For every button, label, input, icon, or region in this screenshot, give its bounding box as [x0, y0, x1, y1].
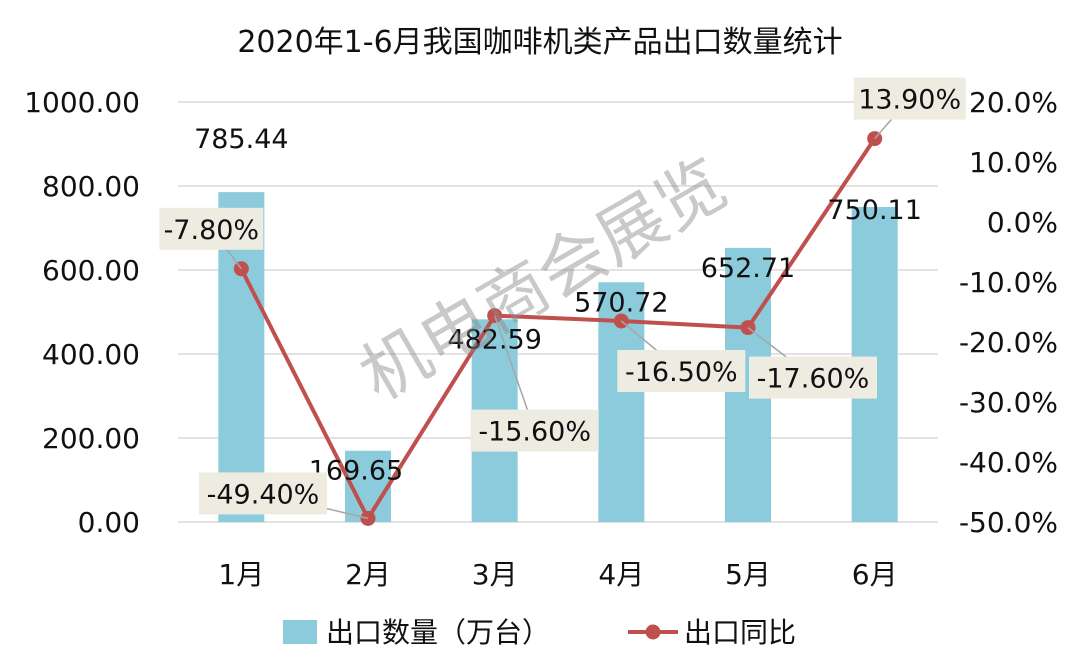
- right-tick-label: -30.0%: [959, 386, 1058, 419]
- category-label: 6月: [852, 558, 898, 591]
- pct-value-label: -49.40%: [207, 479, 320, 510]
- left-axis: 0.00 200.00 400.00 600.00 800.00 1000.00: [24, 86, 140, 539]
- legend-line-label: 出口同比: [684, 616, 796, 649]
- pct-label-box: [749, 356, 877, 399]
- right-tick-label: 0.0%: [987, 206, 1058, 239]
- legend: 出口数量（万台） 出口同比: [283, 616, 796, 649]
- right-tick-label: 20.0%: [969, 86, 1058, 119]
- pct-label-box: [159, 207, 264, 250]
- category-label: 5月: [725, 558, 771, 591]
- data-labels: 785.44169.65482.59570.72652.71750.11-7.8…: [159, 77, 966, 520]
- left-tick-label: 600.00: [42, 254, 140, 287]
- category-label: 3月: [472, 558, 518, 591]
- line-path: [239, 137, 877, 521]
- left-tick-label: 400.00: [42, 338, 140, 371]
- right-tick-label: -20.0%: [959, 326, 1058, 359]
- bar-value-label: 482.59: [447, 324, 541, 355]
- pct-value-label: 13.90%: [858, 85, 961, 116]
- chart-title: 2020年1-6月我国咖啡机类产品出口数量统计: [237, 25, 842, 60]
- left-tick-label: 0.00: [78, 506, 140, 539]
- category-label: 4月: [598, 558, 644, 591]
- right-tick-label: -50.0%: [959, 506, 1058, 539]
- category-axis: 1月 2月 3月 4月 5月 6月: [218, 558, 897, 591]
- bar-value-label: 570.72: [574, 287, 668, 318]
- pct-value-label: -15.60%: [478, 417, 591, 448]
- category-label: 1月: [218, 558, 264, 591]
- legend-line-marker: [645, 624, 661, 640]
- left-tick-label: 800.00: [42, 170, 140, 203]
- right-tick-label: -40.0%: [959, 446, 1058, 479]
- right-tick-label: -10.0%: [959, 266, 1058, 299]
- legend-bar-swatch: [283, 620, 317, 644]
- right-tick-label: 10.0%: [969, 146, 1058, 179]
- left-tick-label: 1000.00: [24, 86, 140, 119]
- category-label: 2月: [345, 558, 391, 591]
- pct-label-box: [199, 472, 327, 515]
- right-axis: -50.0% -40.0% -30.0% -20.0% -10.0% 0.0% 10.0% 2…: [959, 86, 1058, 539]
- pct-label-box: [617, 350, 746, 392]
- gridlines: [178, 101, 938, 523]
- bar-value-label: 652.71: [701, 253, 795, 284]
- pct-value-label: -17.60%: [757, 364, 870, 395]
- left-tick-label: 200.00: [42, 422, 140, 455]
- bar-value-label: 750.11: [827, 195, 921, 226]
- bar-value-label: 785.44: [194, 124, 288, 155]
- pct-value-label: -16.50%: [625, 357, 738, 388]
- pct-label-box: [853, 77, 966, 120]
- pct-value-label: -7.80%: [164, 215, 260, 246]
- pct-label-box: [470, 409, 599, 452]
- legend-bar-label: 出口数量（万台）: [326, 616, 550, 649]
